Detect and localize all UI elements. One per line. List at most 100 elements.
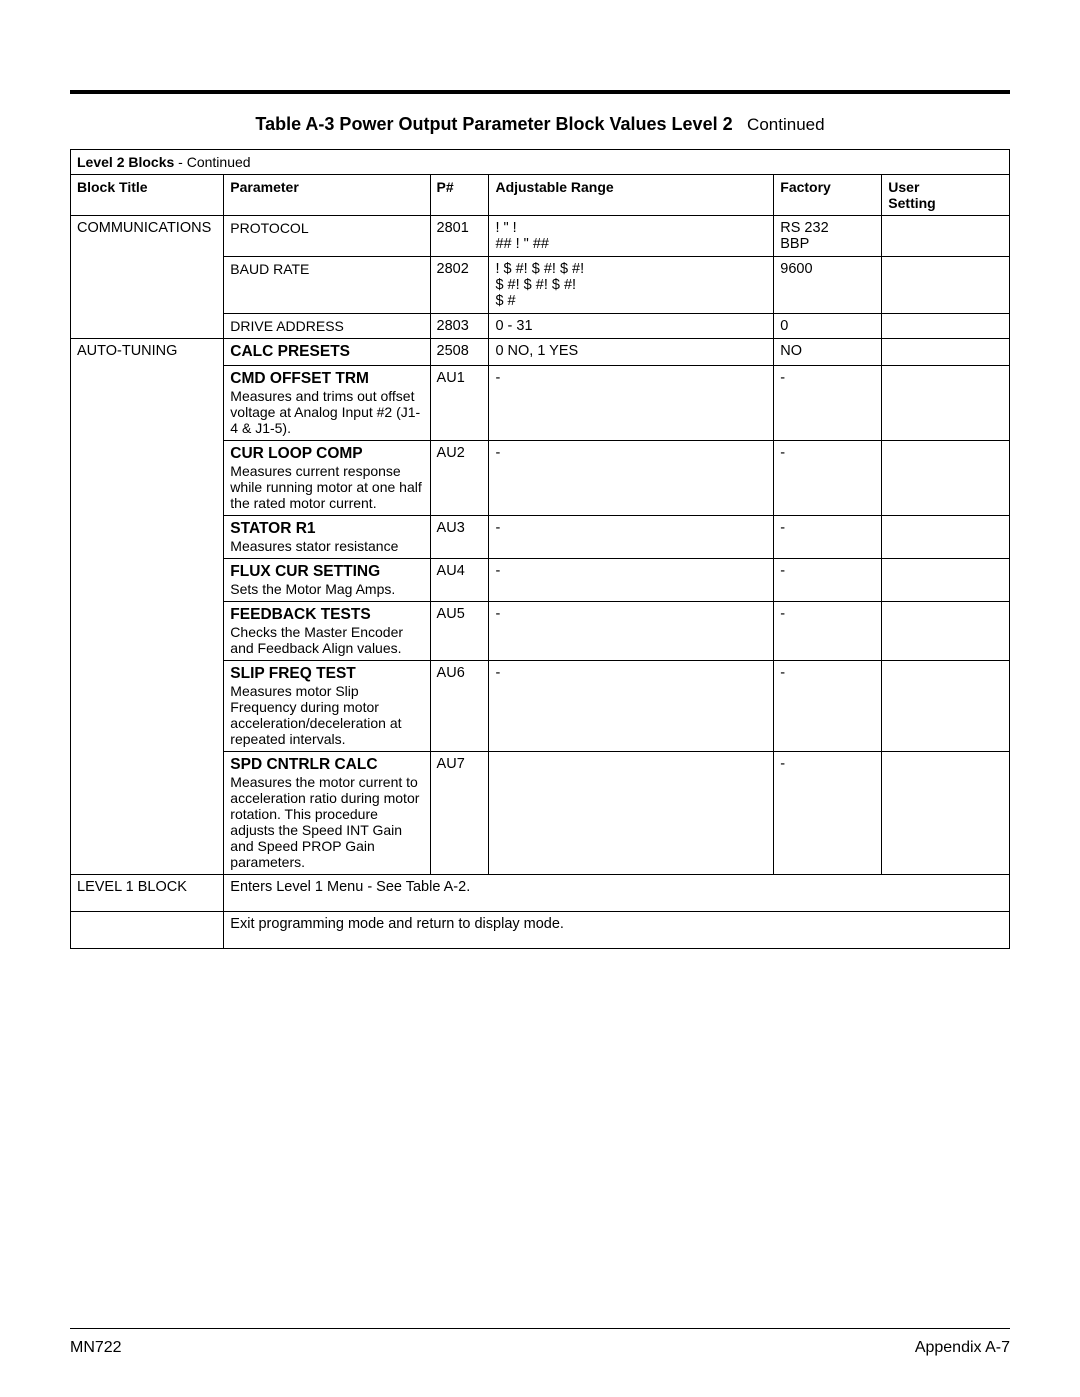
table-row: Exit programming mode and return to disp… <box>71 912 1010 949</box>
cell-pnum: AU5 <box>430 602 489 661</box>
cell-range: 0 NO, 1 YES <box>489 339 774 366</box>
cell-pnum: AU6 <box>430 661 489 752</box>
param-desc: Checks the Master Encoder and Feedback A… <box>230 624 423 656</box>
group-header-row: Level 2 Blocks - Continued <box>71 150 1010 175</box>
cell-factory: - <box>774 602 882 661</box>
cell-factory: 0 <box>774 314 882 339</box>
cell-range: - <box>489 602 774 661</box>
table-row: COMMUNICATIONSPROTOCOL2801! " ! ## ! " #… <box>71 216 1010 257</box>
cell-range: ! $ #! $ #! $ #! $ #! $ #! $ #! $ # <box>489 257 774 314</box>
cell-pnum: 2801 <box>430 216 489 257</box>
param-bold: SLIP FREQ TEST <box>230 665 423 683</box>
caption-title: Table A-3 Power Output Parameter Block V… <box>255 114 732 134</box>
cell-block-title: LEVEL 1 BLOCK <box>71 875 224 912</box>
cell-pnum: AU1 <box>430 366 489 441</box>
cell-parameter: SPD CNTRLR CALCMeasures the motor curren… <box>224 752 430 875</box>
cell-pnum: AU3 <box>430 516 489 559</box>
cell-range: 0 - 31 <box>489 314 774 339</box>
cell-factory: - <box>774 752 882 875</box>
parameter-table: Level 2 Blocks - Continued Block Title P… <box>70 149 1010 949</box>
cell-factory: - <box>774 441 882 516</box>
cell-pnum: 2508 <box>430 339 489 366</box>
cell-factory: RS 232 BBP <box>774 216 882 257</box>
col-block-title: Block Title <box>71 175 224 216</box>
cell-factory: - <box>774 516 882 559</box>
cell-range <box>489 752 774 875</box>
param-desc: DRIVE ADDRESS <box>230 318 423 334</box>
param-desc: Sets the Motor Mag Amps. <box>230 581 423 597</box>
cell-factory: - <box>774 559 882 602</box>
cell-user <box>882 339 1010 366</box>
cell-parameter: CUR LOOP COMPMeasures current response w… <box>224 441 430 516</box>
param-desc: PROTOCOL <box>230 220 423 236</box>
cell-user <box>882 661 1010 752</box>
page-footer: MN722 Appendix A-7 <box>70 1328 1010 1357</box>
cell-pnum: 2803 <box>430 314 489 339</box>
cell-user <box>882 216 1010 257</box>
footer-left: MN722 <box>70 1339 122 1357</box>
cell-block-title <box>71 912 224 949</box>
cell-pnum: AU7 <box>430 752 489 875</box>
table-caption: Table A-3 Power Output Parameter Block V… <box>70 114 1010 135</box>
cell-block-title: COMMUNICATIONS <box>71 216 224 339</box>
cell-spanning-text: Enters Level 1 Menu - See Table A-2. <box>224 875 1010 912</box>
cell-user <box>882 602 1010 661</box>
param-bold: FLUX CUR SETTING <box>230 563 423 581</box>
cell-spanning-text: Exit programming mode and return to disp… <box>224 912 1010 949</box>
cell-user <box>882 366 1010 441</box>
param-desc: Measures the motor current to accelerati… <box>230 774 423 870</box>
cell-user <box>882 516 1010 559</box>
cell-parameter: DRIVE ADDRESS <box>224 314 430 339</box>
footer-right: Appendix A-7 <box>915 1339 1010 1357</box>
cell-user <box>882 314 1010 339</box>
cell-parameter: STATOR R1Measures stator resistance <box>224 516 430 559</box>
cell-parameter: FEEDBACK TESTSChecks the Master Encoder … <box>224 602 430 661</box>
param-desc: Measures stator resistance <box>230 538 423 554</box>
cell-parameter: PROTOCOL <box>224 216 430 257</box>
col-parameter: Parameter <box>224 175 430 216</box>
group-header-cont: - Continued <box>174 154 250 170</box>
cell-range: - <box>489 366 774 441</box>
col-user: User Setting <box>882 175 1010 216</box>
header-row: Block Title Parameter P# Adjustable Rang… <box>71 175 1010 216</box>
table-row: LEVEL 1 BLOCKEnters Level 1 Menu - See T… <box>71 875 1010 912</box>
cell-factory: NO <box>774 339 882 366</box>
col-range: Adjustable Range <box>489 175 774 216</box>
group-header-label: Level 2 Blocks <box>77 154 174 170</box>
cell-pnum: AU4 <box>430 559 489 602</box>
table-row: AUTO-TUNINGCALC PRESETS25080 NO, 1 YESNO <box>71 339 1010 366</box>
cell-range: ! " ! ## ! " ## <box>489 216 774 257</box>
param-bold: SPD CNTRLR CALC <box>230 756 423 774</box>
param-bold: CMD OFFSET TRM <box>230 370 423 388</box>
cell-parameter: SLIP FREQ TESTMeasures motor Slip Freque… <box>224 661 430 752</box>
cell-factory: 9600 <box>774 257 882 314</box>
param-bold: STATOR R1 <box>230 520 423 538</box>
col-pnum: P# <box>430 175 489 216</box>
cell-user <box>882 257 1010 314</box>
cell-range: - <box>489 441 774 516</box>
cell-range: - <box>489 661 774 752</box>
cell-parameter: CMD OFFSET TRMMeasures and trims out off… <box>224 366 430 441</box>
cell-pnum: 2802 <box>430 257 489 314</box>
param-bold: CALC PRESETS <box>230 343 423 361</box>
cell-range: - <box>489 516 774 559</box>
param-bold: FEEDBACK TESTS <box>230 606 423 624</box>
param-desc: Measures motor Slip Frequency during mot… <box>230 683 423 747</box>
param-desc: BAUD RATE <box>230 261 423 277</box>
cell-user <box>882 752 1010 875</box>
col-factory: Factory <box>774 175 882 216</box>
cell-pnum: AU2 <box>430 441 489 516</box>
cell-block-title: AUTO-TUNING <box>71 339 224 875</box>
cell-factory: - <box>774 661 882 752</box>
cell-user <box>882 441 1010 516</box>
cell-factory: - <box>774 366 882 441</box>
param-desc: Measures current response while running … <box>230 463 423 511</box>
cell-parameter: BAUD RATE <box>224 257 430 314</box>
cell-parameter: CALC PRESETS <box>224 339 430 366</box>
cell-parameter: FLUX CUR SETTINGSets the Motor Mag Amps. <box>224 559 430 602</box>
param-bold: CUR LOOP COMP <box>230 445 423 463</box>
cell-range: - <box>489 559 774 602</box>
caption-continued: Continued <box>747 115 825 134</box>
param-desc: Measures and trims out offset voltage at… <box>230 388 423 436</box>
cell-user <box>882 559 1010 602</box>
